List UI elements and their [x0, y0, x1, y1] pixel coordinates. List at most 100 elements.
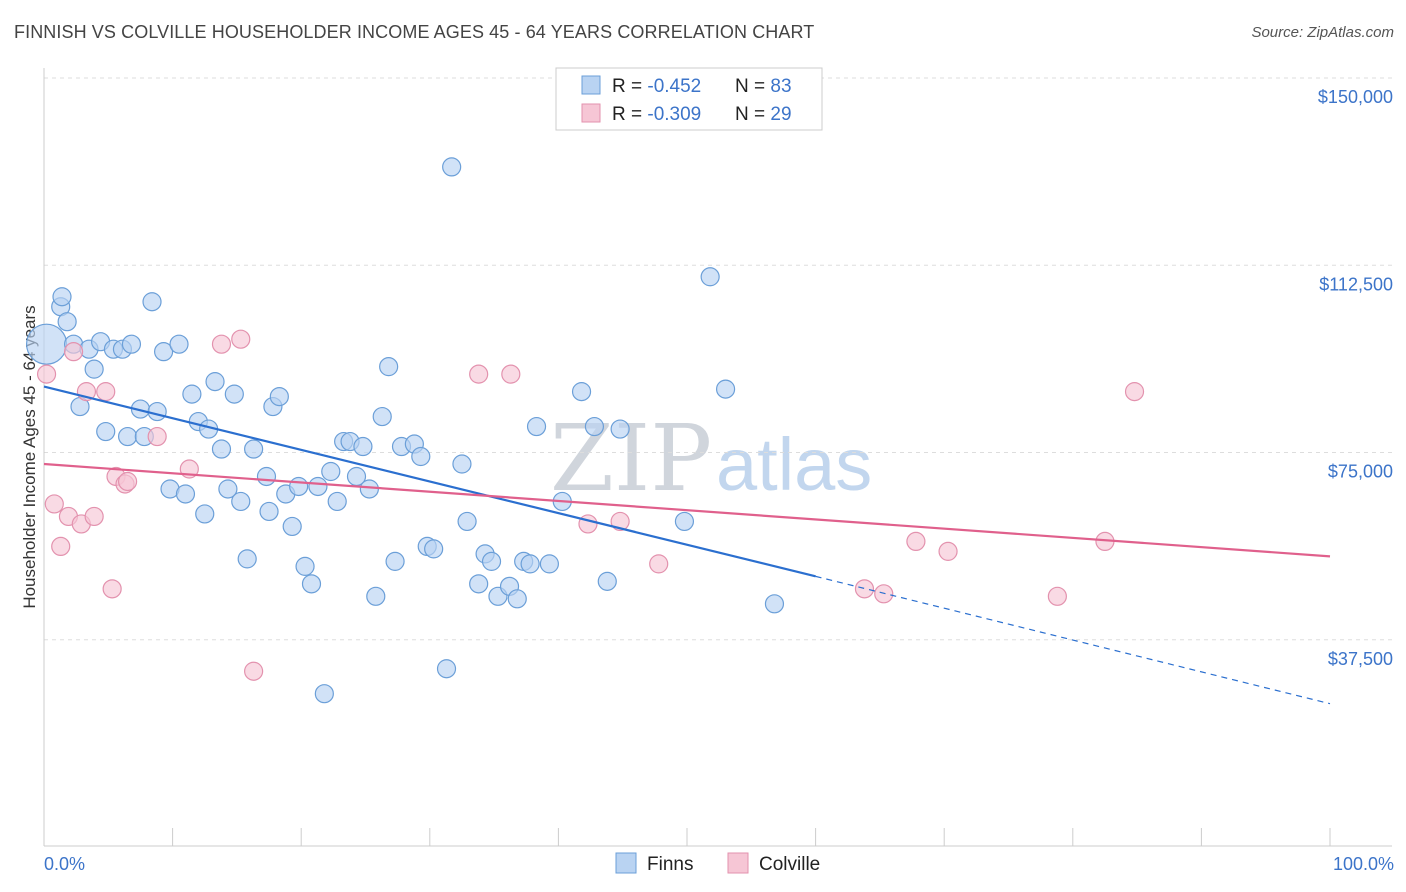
finns-point — [142, 292, 162, 312]
finns-point — [308, 476, 328, 497]
bottom-legend-finns-label: Finns — [647, 854, 693, 875]
finns-point — [715, 379, 736, 399]
legend-colville-n: N = 29 — [735, 104, 792, 125]
colville-point — [938, 541, 958, 561]
colville-point — [211, 334, 232, 354]
axes — [43, 68, 1392, 847]
finns-point — [366, 586, 386, 606]
finns-point — [289, 476, 309, 497]
finns-point — [674, 511, 695, 532]
colville-point — [63, 342, 84, 362]
colville-point — [44, 494, 64, 514]
finns-point — [211, 439, 232, 459]
finns-point — [237, 549, 257, 569]
finns-point — [424, 539, 444, 559]
finns-point — [700, 267, 720, 287]
source-credit: Source: ZipAtlas.com — [1251, 24, 1394, 41]
bottom-legend-colville-label: Colville — [759, 854, 820, 875]
legend-colville-swatch — [581, 103, 601, 123]
finns-point — [584, 416, 605, 437]
colville-point — [147, 426, 167, 447]
colville-point — [96, 382, 116, 402]
legend-colville-r-value: -0.309 — [647, 104, 701, 125]
finns-point — [195, 504, 215, 524]
watermark-zip: ZIP — [550, 405, 712, 512]
finns-point — [117, 426, 138, 447]
legend-colville-n-value: 29 — [770, 104, 791, 125]
colville-point — [578, 514, 598, 534]
chart-title: FINNISH VS COLVILLE HOUSEHOLDER INCOME A… — [14, 22, 815, 42]
finns-point — [295, 556, 315, 576]
bottom-legend-finns-swatch — [615, 852, 637, 874]
legend-finns-swatch — [581, 75, 601, 95]
finns-point — [507, 589, 527, 609]
colville-trend-line — [43, 462, 1331, 558]
colville-points — [36, 329, 1145, 681]
colville-point — [610, 511, 630, 532]
trend-lines — [43, 385, 1331, 705]
finns-point — [597, 571, 617, 591]
finns-point — [321, 461, 341, 482]
watermark: ZIP atlas — [550, 405, 872, 512]
colville-point — [501, 364, 521, 384]
finns-point — [147, 401, 167, 422]
colville-point — [469, 364, 489, 384]
finns-point — [385, 551, 405, 571]
finns-point — [520, 554, 540, 574]
finns-point — [169, 334, 189, 354]
finns-point — [411, 446, 431, 467]
finns-point — [314, 684, 334, 704]
finns-point — [52, 287, 72, 307]
y-axis-label: Householder Income Ages 45 - 64 years — [20, 305, 39, 608]
finns-trend-line — [43, 385, 816, 578]
colville-point — [1047, 586, 1067, 606]
legend-finns-stats: R = -0.452 — [612, 76, 701, 97]
finns-point — [96, 421, 116, 442]
x-tick-label-min: 0.0% — [44, 854, 85, 874]
finns-point — [353, 436, 373, 457]
finns-point — [571, 382, 592, 402]
y-tick-label: $37,500 — [1328, 649, 1393, 669]
y-tick-labels: $37,500 $75,000 $112,500 $150,000 — [1318, 87, 1393, 669]
finns-point — [175, 484, 196, 504]
finns-point — [182, 384, 202, 404]
finns-point — [282, 516, 302, 537]
finns-point — [539, 554, 559, 574]
finns-point — [259, 501, 279, 522]
finns-point — [256, 466, 277, 487]
colville-point — [84, 506, 104, 527]
finns-point — [764, 594, 785, 614]
legend-colville-r-label: R = — [612, 104, 647, 125]
colville-point — [231, 329, 251, 349]
finns-point — [327, 491, 347, 512]
finns-point — [442, 157, 462, 177]
finns-point — [379, 357, 399, 377]
x-ticks — [43, 828, 1331, 846]
finns-point — [481, 551, 502, 571]
watermark-atlas: atlas — [716, 423, 872, 506]
legend-colville-n-label: N = — [735, 104, 770, 125]
legend-finns-n: N = 83 — [735, 76, 792, 97]
finns-point — [269, 387, 289, 407]
x-tick-label-max: 100.0% — [1333, 854, 1394, 874]
finns-point — [153, 342, 174, 362]
colville-point — [649, 554, 669, 574]
legend-top: R = -0.452 N = 83 R = -0.309 N = 29 — [555, 67, 823, 131]
colville-point — [1124, 382, 1145, 402]
bottom-legend-colville-swatch — [727, 852, 749, 874]
legend-colville-stats: R = -0.309 — [612, 104, 701, 125]
y-tick-label: $75,000 — [1328, 462, 1393, 482]
y-tick-label: $112,500 — [1319, 274, 1393, 294]
finns-point — [121, 334, 142, 354]
finns-point — [610, 419, 630, 439]
y-tick-label: $150,000 — [1318, 87, 1393, 107]
finns-point — [57, 312, 77, 332]
colville-point — [36, 364, 57, 384]
finns-point — [84, 359, 104, 379]
colville-point — [244, 661, 264, 681]
finns-point — [301, 574, 322, 594]
colville-point — [854, 579, 875, 599]
finns-point — [372, 406, 392, 427]
finns-point — [452, 454, 472, 474]
